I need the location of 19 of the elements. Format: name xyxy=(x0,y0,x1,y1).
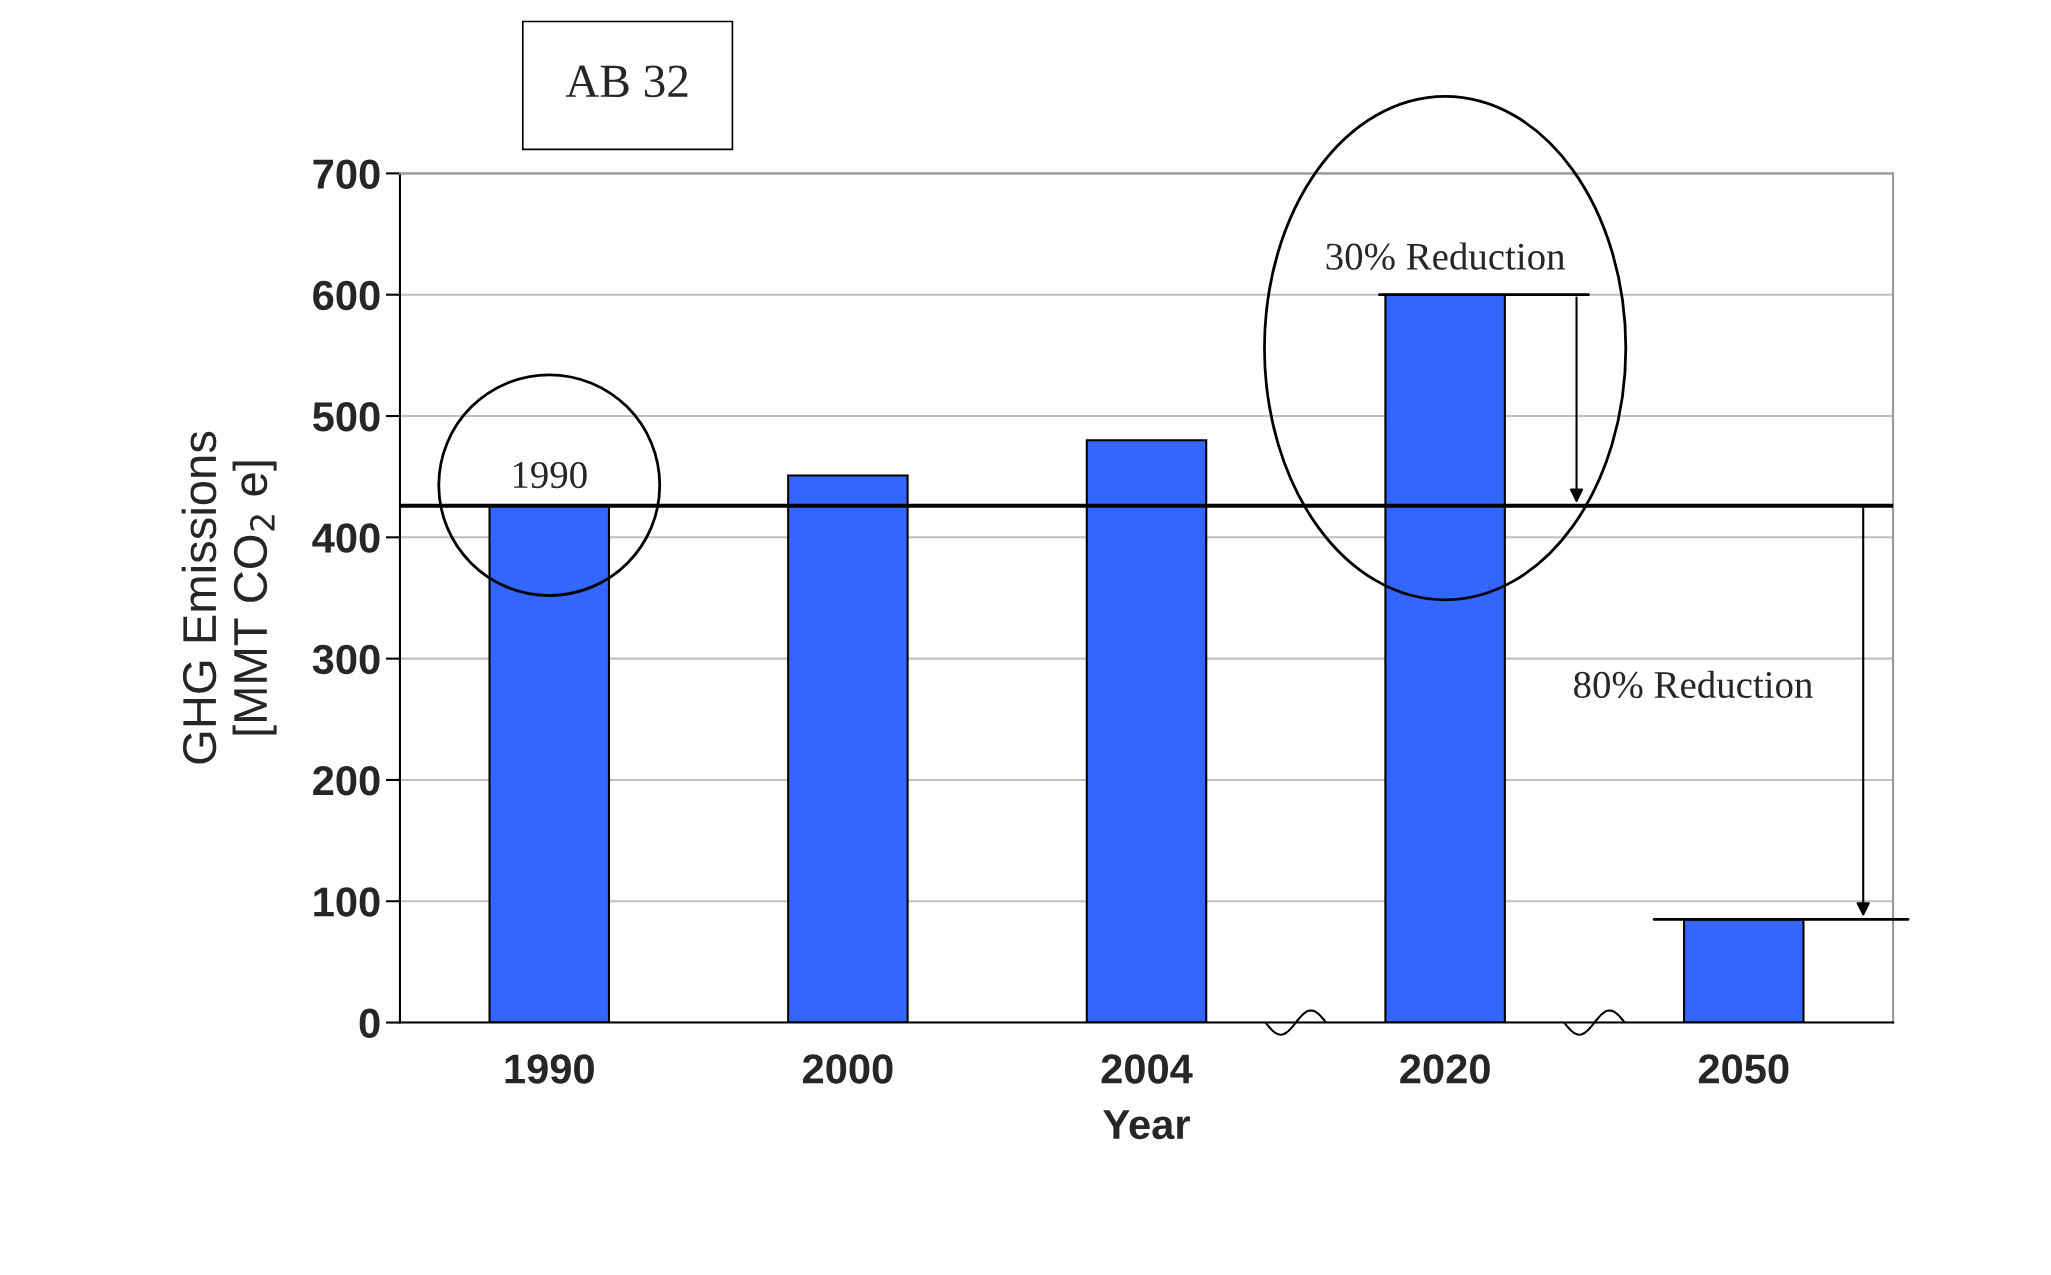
x-tick-label: 2020 xyxy=(1400,1054,1490,1084)
x-axis-title: Year xyxy=(1103,1110,1190,1140)
x-tick-label: 2000 xyxy=(802,1054,893,1084)
x-tick-label: 1990 xyxy=(505,1054,594,1084)
y-tick-label: 700 xyxy=(313,159,380,189)
y-tick-label: 300 xyxy=(312,644,380,675)
y-tick-label: 0 xyxy=(359,1008,380,1039)
chart-title: AB 32 xyxy=(565,65,688,98)
y-tick-label: 400 xyxy=(312,523,380,553)
y-tick-label: 100 xyxy=(314,887,380,917)
annotation: 1990 xyxy=(513,461,587,489)
y-axis-title: GHG Emissions [MMT CO$_{2}$ e] xyxy=(181,431,277,764)
y-tick-label: 600 xyxy=(313,280,380,311)
y-tick-label: 200 xyxy=(313,765,380,796)
annotation: 30% Reduction xyxy=(1326,242,1565,270)
x-tick-label: 2004 xyxy=(1101,1054,1193,1084)
x-tick-label: 2050 xyxy=(1698,1054,1789,1084)
annotation: 80% Reduction xyxy=(1574,670,1813,699)
y-tick-label: 500 xyxy=(312,402,380,432)
